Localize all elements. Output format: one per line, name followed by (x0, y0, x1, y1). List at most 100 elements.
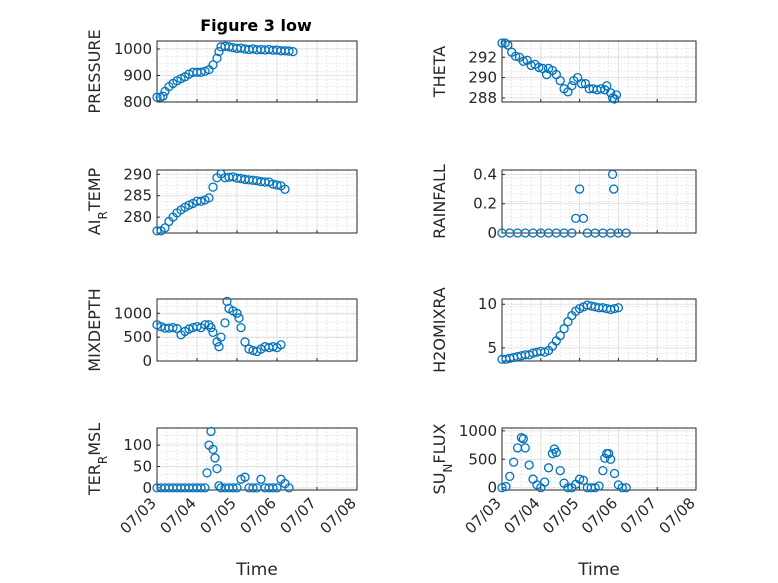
y-tick-label: 280 (123, 208, 152, 226)
data-point (497, 483, 507, 493)
y-tick-label: 0 (487, 224, 497, 242)
axes-frame (156, 40, 358, 103)
y-tick-label: 0 (142, 352, 152, 370)
data-point (204, 193, 214, 203)
data-point (613, 303, 624, 313)
y-axis-label: AIRTEMP (85, 167, 110, 235)
data-point (508, 457, 519, 467)
data-point (555, 331, 565, 341)
axes-frame (501, 40, 697, 103)
data-point (152, 226, 162, 236)
data-point (607, 169, 618, 180)
y-tick-label: 1000 (114, 304, 152, 322)
data-point (505, 471, 515, 481)
data-point (236, 322, 246, 333)
data-point (520, 443, 530, 453)
x-tick-label: 07/05 (539, 494, 582, 537)
data-point (567, 228, 577, 238)
axes-frame (156, 298, 358, 362)
data-point (500, 38, 510, 48)
data-point (184, 324, 194, 334)
x-tick-label: 07/06 (237, 494, 280, 537)
y-tick-label: 10 (478, 295, 497, 313)
y-tick-label: 100 (123, 436, 152, 454)
data-point (571, 213, 581, 223)
y-tick-label: 900 (123, 66, 152, 84)
subplot-mixdepth: 0 500 1000 MIXDEPTH (85, 288, 358, 372)
data-point (244, 344, 254, 354)
data-point (563, 483, 573, 493)
y-tick-label: 50 (133, 457, 152, 475)
data-point (501, 481, 511, 492)
y-tick-label: 1000 (459, 422, 497, 440)
x-tick-label: 07/05 (197, 494, 240, 537)
data-point (232, 308, 242, 318)
y-tick-label: 0.4 (473, 165, 497, 183)
data-point (206, 322, 216, 333)
data-point (288, 46, 298, 57)
x-axis-label: Time (235, 560, 278, 580)
data-point (200, 483, 210, 493)
data-point (621, 228, 631, 238)
data-point (602, 81, 612, 91)
x-tick-label: 07/08 (656, 494, 699, 537)
data-point (594, 481, 604, 491)
data-point (196, 67, 206, 77)
data-point (228, 483, 238, 493)
y-tick-label: 1000 (114, 40, 152, 58)
data-point (609, 468, 620, 479)
data-point (280, 184, 290, 194)
axes-frame (501, 298, 697, 362)
data-point (212, 53, 222, 63)
x-tick-label: 07/07 (277, 494, 320, 537)
subplot-rainfall: 0 0.2 0.4 RAINFALL (430, 164, 697, 242)
data-point (216, 332, 226, 342)
data-point (510, 51, 521, 61)
data-point (598, 466, 608, 476)
data-point (208, 327, 218, 338)
data-point (208, 444, 218, 455)
data-point (268, 483, 278, 493)
data-point (512, 443, 523, 453)
x-tick-label: 07/04 (500, 494, 543, 537)
y-tick-label: 285 (123, 187, 152, 205)
data-point (497, 38, 507, 48)
data-point (208, 182, 218, 192)
data-point (208, 60, 218, 70)
data-point (524, 460, 534, 470)
data-point (200, 320, 210, 330)
y-tick-label: 0 (142, 479, 152, 497)
data-point (202, 468, 212, 478)
data-point (220, 318, 230, 328)
data-point (555, 466, 565, 476)
data-point (256, 474, 266, 484)
data-point (547, 448, 558, 459)
data-point (540, 477, 550, 487)
y-axis-label: SUNFLUX (430, 424, 455, 495)
y-tick-label: 0 (487, 479, 497, 497)
data-point (210, 453, 220, 463)
x-axis-label: Time (577, 560, 620, 580)
subplot-terr_msl: 0 50 100 TERRMSL 07/0307/0407/0507/0607/0707… (85, 423, 360, 580)
data-point (160, 223, 170, 233)
data-point (232, 483, 242, 493)
data-point (617, 483, 627, 493)
y-tick-label: 500 (123, 328, 152, 346)
data-point (543, 463, 554, 473)
data-point (284, 483, 294, 493)
data-point (240, 337, 250, 347)
data-point (578, 475, 589, 485)
subplot-h2omixra: 5 10 H2OMIXRA (430, 287, 697, 373)
x-tick-label: 07/07 (617, 494, 660, 537)
x-tick-label: 07/04 (157, 494, 200, 537)
data-point (196, 196, 206, 206)
y-axis-label: RAINFALL (430, 164, 449, 239)
x-tick-label: 07/08 (317, 494, 360, 537)
y-tick-label: 288 (468, 89, 497, 107)
data-point (196, 483, 206, 493)
x-tick-label: 07/06 (578, 494, 621, 537)
subplot-pressure: 800 900 1000 PRESSURE (85, 29, 358, 114)
data-point (578, 213, 589, 223)
